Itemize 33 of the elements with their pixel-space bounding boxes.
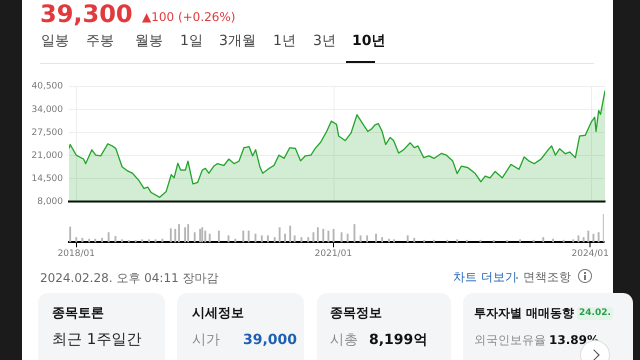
text: 1일 [180, 33, 203, 49]
text: 외국인보유율 [474, 333, 546, 347]
text: 시세정보 [192, 306, 244, 321]
x-tick-label: 2018/01 [58, 248, 95, 259]
text: 10년 [352, 33, 386, 49]
y-tick-label: 8,000 [37, 196, 64, 207]
text: 시가 [192, 332, 220, 348]
x-tick-label: 2021/01 [314, 248, 352, 259]
chart-title: 39,300 [40, 0, 133, 28]
text: 면책조항 [523, 270, 571, 284]
text: 39,000 [243, 332, 298, 348]
y-tick-label: 34,000 [32, 104, 64, 115]
text: 3년 [313, 33, 336, 49]
chart-subtitle: ▲100 (+0.26%) [142, 10, 236, 24]
text: 일봉 [41, 33, 69, 49]
y-tick-label: 40,500 [32, 82, 64, 92]
text: 3개월 [219, 33, 256, 49]
text: 주봉 [86, 33, 114, 49]
y-tick-label: 14,500 [32, 174, 64, 184]
text: 월봉 [135, 33, 163, 49]
text: 최근 1주일간 [52, 330, 142, 348]
text: 2024.02.28. 오후 04:11 장마감 [40, 271, 219, 285]
y-tick-label: 21,000 [32, 150, 64, 161]
text: 24.02. [577, 307, 613, 320]
y-tick-label: 27,500 [32, 128, 64, 138]
text: 투자자별 매매동향 [474, 306, 574, 320]
text: 1년 [273, 33, 296, 49]
text: 종목토론 [52, 306, 104, 321]
text: 시총 [330, 332, 358, 348]
text: 8,199억 [369, 332, 428, 348]
text: 차트 더보기 [453, 270, 517, 284]
x-tick-label: 2024/01 [571, 248, 609, 259]
text: 종목정보 [330, 306, 382, 321]
